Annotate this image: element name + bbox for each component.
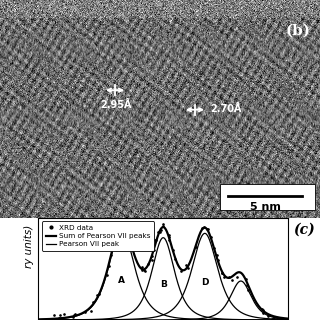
Legend: XRD data, Sum of Pearson VII peaks, Pearson VII peak: XRD data, Sum of Pearson VII peaks, Pear… bbox=[42, 221, 155, 251]
Text: D: D bbox=[201, 278, 209, 287]
Bar bbox=[220, 184, 315, 210]
Text: ry units): ry units) bbox=[24, 225, 34, 268]
Text: (b): (b) bbox=[285, 24, 310, 37]
Text: (c): (c) bbox=[293, 223, 315, 237]
Text: B: B bbox=[160, 280, 167, 289]
Text: 2.95Å: 2.95Å bbox=[100, 100, 132, 110]
Text: 5 nm: 5 nm bbox=[250, 202, 280, 212]
Text: 2.70Å: 2.70Å bbox=[210, 104, 242, 114]
Text: A: A bbox=[118, 276, 125, 285]
